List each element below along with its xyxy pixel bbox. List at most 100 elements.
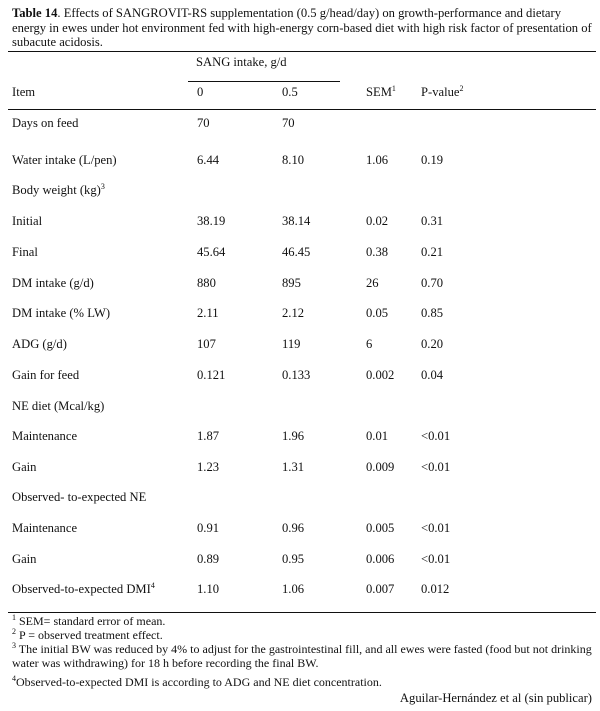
footnote-3-text: The initial BW was reduced by 4% to adju… (12, 642, 592, 670)
cell-item: Observed-to-expected DMI4 (12, 581, 155, 597)
footnote-3: 3 The initial BW was reduced by 4% to ad… (12, 642, 596, 670)
cell-sem: 0.009 (366, 460, 394, 475)
header-item: Item (12, 85, 36, 99)
cell-value: Days on feed (12, 116, 79, 130)
cell-value: 70 (197, 116, 210, 130)
table-caption: Table 14. Effects of SANGROVIT-RS supple… (12, 6, 592, 50)
cell-p: 0.19 (421, 153, 443, 168)
cell-value: 0.96 (282, 521, 305, 535)
cell-value: <0.01 (421, 460, 451, 474)
header-sem-label: SEM (366, 85, 392, 99)
cell-value: Observed-to-expected DMI (12, 582, 151, 596)
cell-sem: 0.38 (366, 245, 388, 260)
cell-value: 38.14 (282, 214, 311, 228)
cell-value: Final (12, 245, 38, 259)
cell-value: 0.91 (197, 521, 220, 535)
group-underline (188, 81, 340, 82)
cell-item: DM intake (g/d) (12, 276, 94, 291)
cell-v1: 70 (282, 116, 295, 131)
cell-sem: 26 (366, 276, 379, 291)
cell-value: 2.11 (197, 306, 219, 320)
cell-value: 0.20 (421, 337, 444, 351)
footnote-2: 2 P = observed treatment effect. (12, 627, 596, 643)
header-pval-label: P-value (421, 85, 460, 99)
cell-value: Maintenance (12, 429, 78, 443)
cell-v0: 1.23 (197, 460, 219, 475)
cell-value: <0.01 (421, 521, 451, 535)
footnote-4-text: Observed-to-expected DMI is according to… (16, 675, 382, 689)
cell-item: Gain (12, 552, 36, 567)
cell-item: Observed- to-expected NE (12, 490, 146, 505)
cell-value: 1.87 (197, 429, 220, 443)
footnote-1-text: SEM= standard error of mean. (16, 614, 166, 628)
cell-value: Gain (12, 460, 37, 474)
cell-value: 6.44 (197, 153, 220, 167)
header-sem-sup: 1 (391, 83, 396, 93)
cell-item: Maintenance (12, 521, 77, 536)
cell-sem: 0.006 (366, 552, 394, 567)
cell-v1: 1.06 (282, 582, 304, 597)
bottom-rule (8, 612, 596, 613)
cell-value: 0.002 (366, 368, 395, 382)
footnote-4: 4Observed-to-expected DMI is according t… (12, 674, 596, 690)
cell-value: 26 (366, 276, 379, 290)
cell-sem: 0.01 (366, 429, 388, 444)
cell-value: 119 (282, 337, 301, 351)
footnote-1-mark: 1 (12, 613, 16, 622)
cell-p: 0.70 (421, 276, 443, 291)
cell-item: Water intake (L/pen) (12, 153, 117, 168)
footnote-4-mark: 4 (12, 674, 16, 683)
cell-value: 8.10 (282, 153, 305, 167)
cell-v0: 6.44 (197, 153, 219, 168)
cell-item: Days on feed (12, 116, 78, 131)
cell-v1: 46.45 (282, 245, 310, 260)
cell-value: 0.05 (366, 306, 389, 320)
footnote-2-text: P = observed treatment effect. (16, 628, 163, 642)
caption-text: . Effects of SANGROVIT-RS supplementatio… (12, 6, 592, 50)
cell-item: Final (12, 245, 38, 260)
cell-v1: 2.12 (282, 306, 304, 321)
cell-value: <0.01 (421, 552, 451, 566)
cell-v0: 0.89 (197, 552, 219, 567)
cell-sem: 0.005 (366, 521, 394, 536)
cell-item: ADG (g/d) (12, 337, 67, 352)
cell-value: Water intake (L/pen) (12, 153, 117, 167)
cell-value: 0.005 (366, 521, 395, 535)
cell-value: 0.89 (197, 552, 220, 566)
cell-value: 0.21 (421, 245, 444, 259)
cell-value: 6 (366, 337, 373, 351)
cell-v0: 0.91 (197, 521, 219, 536)
cell-p: <0.01 (421, 429, 450, 444)
cell-value: 1.23 (197, 460, 220, 474)
cell-value: 2.12 (282, 306, 305, 320)
cell-value: 1.96 (282, 429, 305, 443)
cell-value: Body weight (kg) (12, 183, 101, 197)
cell-v0: 107 (197, 337, 216, 352)
cell-item: Gain (12, 460, 36, 475)
cell-value: DM intake (g/d) (12, 276, 94, 290)
cell-v1: 0.95 (282, 552, 304, 567)
cell-value: 0.38 (366, 245, 389, 259)
cell-value: 0.007 (366, 582, 395, 596)
cell-p: 0.31 (421, 214, 443, 229)
cell-item: Initial (12, 214, 42, 229)
cell-value: Gain for feed (12, 368, 80, 382)
cell-v1: 0.133 (282, 368, 310, 383)
cell-value: ADG (g/d) (12, 337, 67, 351)
cell-value: Maintenance (12, 521, 78, 535)
source-credit: Aguilar-Hernández et al (sin publicar) (399, 691, 592, 705)
cell-value: 1.31 (282, 460, 305, 474)
header-col1: 0.5 (282, 85, 298, 99)
footnote-2-mark: 2 (12, 627, 16, 636)
cell-value: Initial (12, 214, 43, 228)
cell-value: DM intake (% LW) (12, 306, 111, 320)
cell-sem: 0.002 (366, 368, 394, 383)
cell-p: 0.04 (421, 368, 443, 383)
cell-v0: 70 (197, 116, 210, 131)
cell-v0: 45.64 (197, 245, 225, 260)
cell-v1: 1.31 (282, 460, 304, 475)
cell-p: 0.20 (421, 337, 443, 352)
cell-value: 0.012 (421, 582, 450, 596)
cell-value: 0.009 (366, 460, 395, 474)
cell-p: <0.01 (421, 460, 450, 475)
